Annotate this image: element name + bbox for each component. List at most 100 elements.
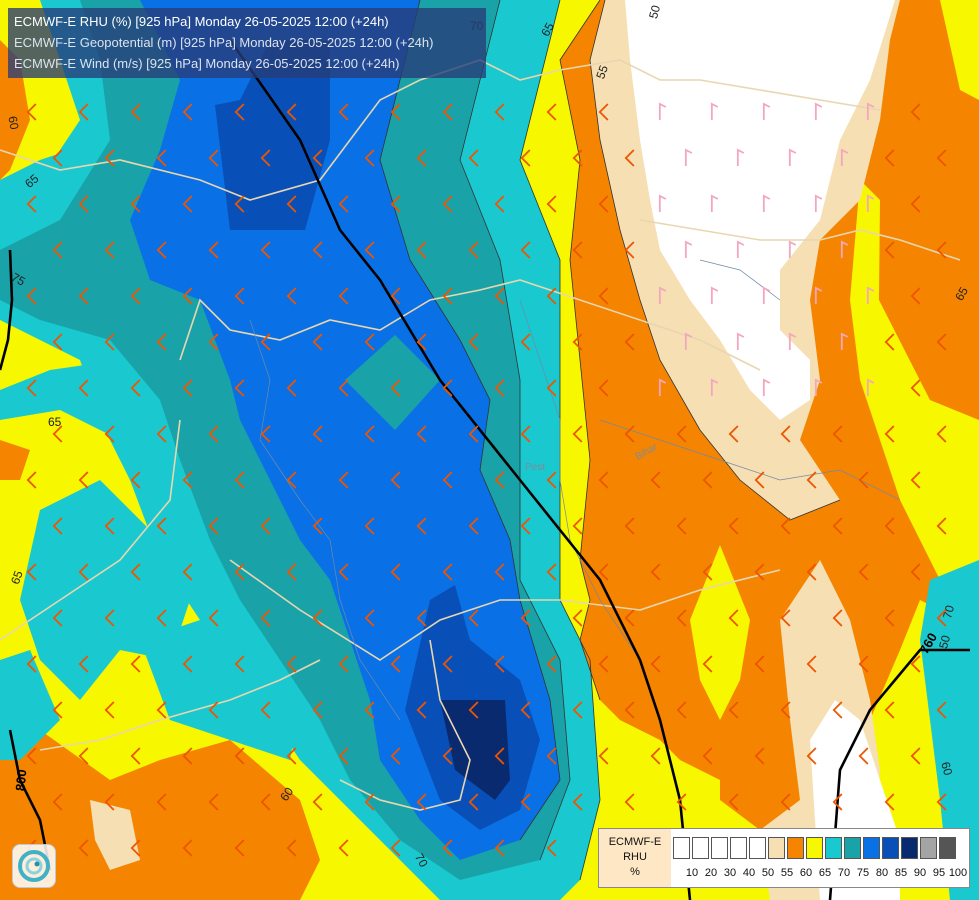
- wind-barb: [780, 793, 791, 811]
- wind-barb: [494, 747, 505, 765]
- wind-barb: [598, 563, 609, 581]
- wind-barb: [52, 149, 63, 167]
- rhu-contour-label: 60: [5, 115, 21, 131]
- wind-barb: [736, 332, 745, 350]
- wind-barb: [624, 241, 635, 259]
- wind-barb: [468, 333, 479, 351]
- wind-barb: [182, 471, 193, 489]
- wind-barb: [658, 378, 667, 396]
- wind-barb: [156, 701, 167, 719]
- wind-barb: [130, 103, 141, 121]
- wind-barb: [286, 747, 297, 765]
- wind-barb: [832, 793, 843, 811]
- wind-barb: [182, 839, 193, 857]
- wind-barb: [572, 517, 583, 535]
- legend-swatch: [787, 837, 804, 859]
- legend-swatch: [901, 837, 918, 859]
- wind-barb: [598, 379, 609, 397]
- wind-barb: [234, 471, 245, 489]
- wind-barb: [910, 287, 921, 305]
- wind-barb: [910, 195, 921, 213]
- wind-barb: [442, 747, 453, 765]
- wind-barb: [390, 471, 401, 489]
- wind-barb: [260, 793, 271, 811]
- wind-barb: [234, 287, 245, 305]
- wind-barb: [702, 563, 713, 581]
- wind-barb: [286, 103, 297, 121]
- wind-barb: [684, 240, 693, 258]
- wind-barb: [858, 747, 869, 765]
- wind-barb: [286, 563, 297, 581]
- wind-barb: [78, 471, 89, 489]
- wind-barb: [104, 793, 115, 811]
- wind-barb: [736, 240, 745, 258]
- wind-barb: [762, 194, 771, 212]
- wind-barb: [156, 333, 167, 351]
- wind-barb: [260, 425, 271, 443]
- wind-barb: [364, 149, 375, 167]
- title-wind: ECMWF-E Wind (m/s) [925 hPa] Monday 26-0…: [14, 56, 400, 71]
- wind-barb: [494, 103, 505, 121]
- wind-barb: [728, 517, 739, 535]
- wind-barb: [884, 793, 895, 811]
- wind-barb: [702, 655, 713, 673]
- wind-barb: [78, 839, 89, 857]
- wind-barb: [338, 471, 349, 489]
- wind-barb: [494, 563, 505, 581]
- wind-barb: [286, 839, 297, 857]
- legend-swatch: [806, 837, 823, 859]
- wind-barb: [710, 102, 719, 120]
- wind-barb: [442, 195, 453, 213]
- rhu-contour-label: 50: [936, 633, 953, 650]
- wind-barb: [338, 287, 349, 305]
- legend-swatch: [730, 837, 747, 859]
- wind-barb: [494, 195, 505, 213]
- wind-barb: [416, 333, 427, 351]
- wind-barb: [442, 839, 453, 857]
- wind-barb: [364, 793, 375, 811]
- swirl-logo-icon: [18, 850, 50, 882]
- wind-barb: [754, 655, 765, 673]
- legend-swatch: [882, 837, 899, 859]
- legend-swatch: [692, 837, 709, 859]
- wind-barb: [390, 195, 401, 213]
- wind-barb: [208, 517, 219, 535]
- wind-barb: [650, 563, 661, 581]
- wind-barb: [234, 103, 245, 121]
- wind-barb: [156, 241, 167, 259]
- wind-barb: [676, 793, 687, 811]
- wind-barb: [26, 103, 37, 121]
- provider-logo[interactable]: [12, 844, 56, 888]
- wind-barb: [182, 379, 193, 397]
- wind-barb: [208, 701, 219, 719]
- wind-barb: [780, 609, 791, 627]
- title-panel: ECMWF-E RHU (%) [925 hPa] Monday 26-05-2…: [8, 8, 486, 78]
- wind-barb: [806, 747, 817, 765]
- wind-barb: [52, 701, 63, 719]
- wind-barb: [234, 379, 245, 397]
- wind-barb: [494, 471, 505, 489]
- wind-barb: [884, 517, 895, 535]
- wind-barb: [788, 240, 797, 258]
- wind-barb: [286, 655, 297, 673]
- wind-barb: [754, 471, 765, 489]
- wind-barb: [286, 471, 297, 489]
- wind-barb: [806, 563, 817, 581]
- legend-swatch: [844, 837, 861, 859]
- wind-barb: [788, 148, 797, 166]
- rhu-band-55-60-sw: [90, 800, 140, 870]
- wind-barb: [546, 839, 557, 857]
- wind-barb: [866, 194, 875, 212]
- wind-barb: [208, 333, 219, 351]
- wind-barb: [182, 287, 193, 305]
- wind-barb: [104, 701, 115, 719]
- legend-swatch: [939, 837, 956, 859]
- rhu-band-70-75-w4: [0, 650, 60, 760]
- wind-barb: [390, 747, 401, 765]
- wind-barb: [26, 563, 37, 581]
- wind-barb: [182, 195, 193, 213]
- wind-barb: [104, 425, 115, 443]
- wind-barb: [416, 149, 427, 167]
- wind-barb: [814, 286, 823, 304]
- wind-barb: [390, 839, 401, 857]
